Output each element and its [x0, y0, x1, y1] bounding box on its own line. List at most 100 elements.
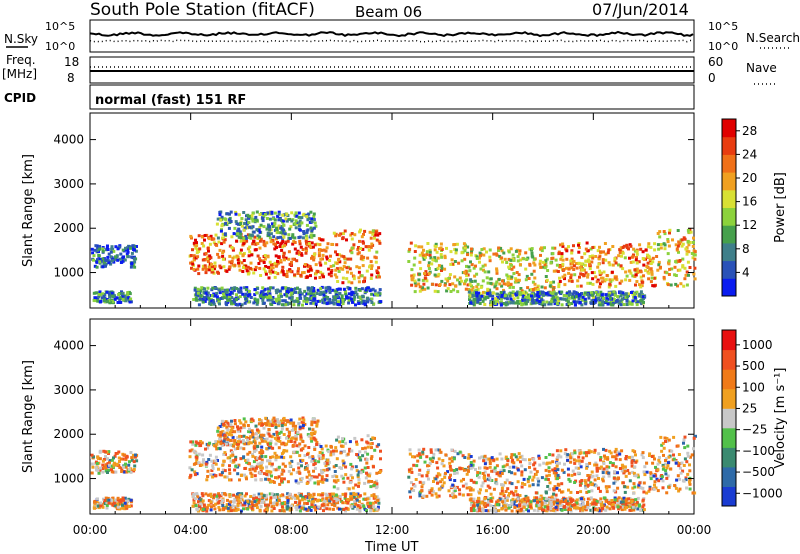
- heatmap-cell: [537, 295, 541, 298]
- heatmap-cell: [635, 261, 639, 265]
- heatmap-cell: [546, 269, 550, 272]
- heatmap-cell: [348, 440, 352, 444]
- heatmap-cell: [365, 297, 369, 301]
- heatmap-cell: [214, 459, 218, 463]
- heatmap-cell: [250, 226, 254, 230]
- heatmap-cell: [370, 494, 374, 498]
- heatmap-cell: [278, 289, 282, 293]
- heatmap-cell: [577, 246, 581, 249]
- heatmap-cell: [531, 483, 535, 487]
- heatmap-cell: [282, 235, 286, 239]
- heatmap-cell: [331, 243, 335, 246]
- heatmap-cell: [667, 259, 671, 263]
- heatmap-cell: [450, 493, 454, 497]
- heatmap-cell: [261, 423, 264, 427]
- heatmap-cell: [278, 496, 281, 500]
- heatmap-cell: [489, 492, 493, 496]
- heatmap-cell: [288, 262, 292, 266]
- heatmap-cell: [192, 258, 196, 262]
- heatmap-cell: [507, 300, 511, 304]
- heatmap-cell: [495, 296, 499, 300]
- heatmap-cell: [326, 503, 330, 507]
- heatmap-cell: [227, 439, 231, 443]
- heatmap-cell: [280, 219, 284, 223]
- heatmap-cell: [107, 468, 111, 472]
- heatmap-cell: [553, 485, 557, 489]
- heatmap-cell: [335, 438, 339, 442]
- heatmap-cell: [242, 455, 246, 459]
- heatmap-cell: [436, 481, 439, 485]
- heatmap-cell: [307, 492, 311, 496]
- heatmap-cell: [523, 468, 527, 472]
- heatmap-cell: [319, 287, 323, 291]
- heatmap-cell: [571, 262, 574, 266]
- heatmap-cell: [417, 278, 421, 282]
- heatmap-cell: [335, 288, 339, 292]
- heatmap-cell: [113, 504, 117, 508]
- heatmap-cell: [373, 481, 377, 485]
- heatmap-cell: [295, 297, 299, 301]
- heatmap-cell: [481, 279, 485, 283]
- heatmap-cell: [591, 295, 595, 299]
- heatmap-cell: [495, 464, 499, 468]
- heatmap-cell: [360, 274, 364, 278]
- heatmap-cell: [333, 474, 337, 478]
- heatmap-cell: [225, 503, 229, 507]
- heatmap-cell: [443, 283, 447, 287]
- heatmap-cell: [195, 298, 199, 302]
- heatmap-cell: [285, 436, 288, 440]
- heatmap-cell: [361, 447, 365, 451]
- heatmap-cell: [379, 457, 382, 461]
- heatmap-cell: [449, 473, 452, 477]
- heatmap-cell: [124, 465, 128, 469]
- heatmap-cell: [226, 288, 229, 292]
- heatmap-cell: [265, 217, 269, 220]
- heatmap-cell: [332, 479, 336, 483]
- heatmap-cell: [505, 301, 509, 305]
- heatmap-cell: [653, 248, 657, 252]
- heatmap-cell: [673, 265, 677, 269]
- heatmap-cell: [598, 300, 602, 304]
- heatmap-cell: [544, 477, 548, 481]
- heatmap-cell: [255, 506, 259, 510]
- heatmap-cell: [242, 507, 245, 511]
- heatmap-cell: [297, 444, 301, 448]
- heatmap-cell: [488, 294, 492, 298]
- heatmap-cell: [207, 503, 211, 507]
- heatmap-cell: [600, 280, 604, 284]
- heatmap-cell: [354, 286, 358, 290]
- heatmap-cell: [509, 258, 513, 262]
- heatmap-cell: [598, 273, 602, 276]
- heatmap-cell: [307, 216, 311, 220]
- heatmap-cell: [642, 300, 645, 304]
- heatmap-cell: [332, 264, 336, 268]
- heatmap-cell: [375, 471, 379, 475]
- heatmap-cell: [338, 292, 342, 296]
- heatmap-cell: [491, 291, 495, 295]
- heatmap-cell: [197, 496, 201, 500]
- heatmap-cell: [320, 471, 324, 475]
- heatmap-cell: [290, 219, 294, 223]
- heatmap-cell: [191, 248, 194, 252]
- heatmap-cell: [258, 257, 262, 261]
- heatmap-cell: [570, 249, 574, 253]
- heatmap-cell: [469, 455, 473, 458]
- heatmap-cell: [618, 248, 622, 252]
- heatmap-cell: [129, 498, 133, 502]
- heatmap-cell: [116, 498, 120, 502]
- heatmap-cell: [285, 442, 289, 446]
- heatmap-cell: [475, 285, 479, 289]
- heatmap-cell: [98, 468, 102, 472]
- heatmap-cell: [273, 451, 277, 455]
- heatmap-cell: [114, 452, 118, 455]
- heatmap-cell: [357, 246, 360, 249]
- heatmap-cell: [112, 456, 115, 460]
- heatmap-cell: [481, 472, 485, 475]
- heatmap-cell: [542, 461, 546, 465]
- heatmap-cell: [635, 252, 639, 256]
- heatmap-cell: [408, 448, 412, 452]
- heatmap-cell: [309, 301, 313, 305]
- heatmap-cell: [334, 464, 338, 467]
- heatmap-cell: [135, 245, 138, 248]
